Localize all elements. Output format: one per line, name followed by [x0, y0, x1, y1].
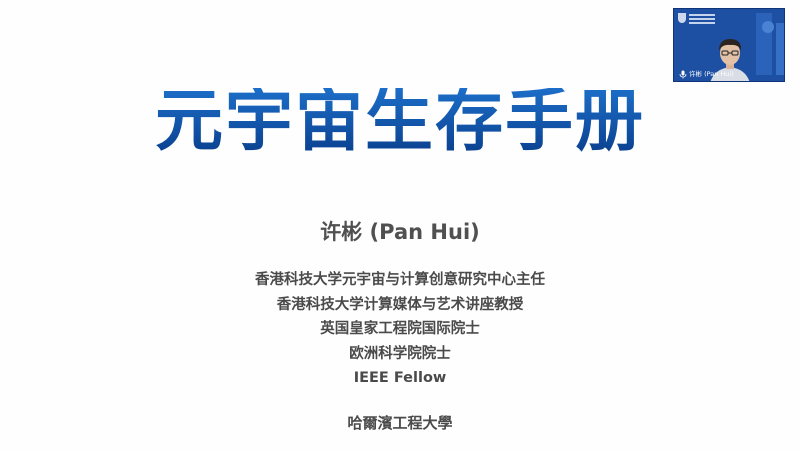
affiliation-line: 欧洲科学院院士 — [349, 345, 451, 362]
microphone-icon[interactable] — [679, 70, 687, 79]
participant-name-bar: 许彬 (Pan Hui) — [679, 69, 734, 79]
slide-title: 元宇宙生存手册 — [0, 88, 800, 156]
affiliation-line: 英国皇家工程院国际院士 — [320, 321, 480, 337]
affiliation-line: IEEE Fellow — [353, 370, 447, 386]
background-graphic — [756, 13, 784, 75]
participant-avatar — [710, 39, 750, 81]
affiliation-line: 香港科技大学元宇宙与计算创意研究中心主任 — [255, 272, 545, 288]
participant-name: 许彬 (Pan Hui) — [689, 70, 734, 78]
host-institution: 哈爾濱工程大學 — [347, 414, 453, 432]
presenter-name: 许彬 (Pan Hui) — [320, 220, 480, 244]
university-logo — [678, 13, 718, 31]
affiliation-list: 香港科技大学元宇宙与计算创意研究中心主任 香港科技大学计算媒体与艺术讲座教授 英… — [0, 268, 800, 391]
participant-video-tile[interactable]: 许彬 (Pan Hui) — [673, 8, 785, 82]
affiliation-line: 香港科技大学计算媒体与艺术讲座教授 — [276, 296, 524, 313]
